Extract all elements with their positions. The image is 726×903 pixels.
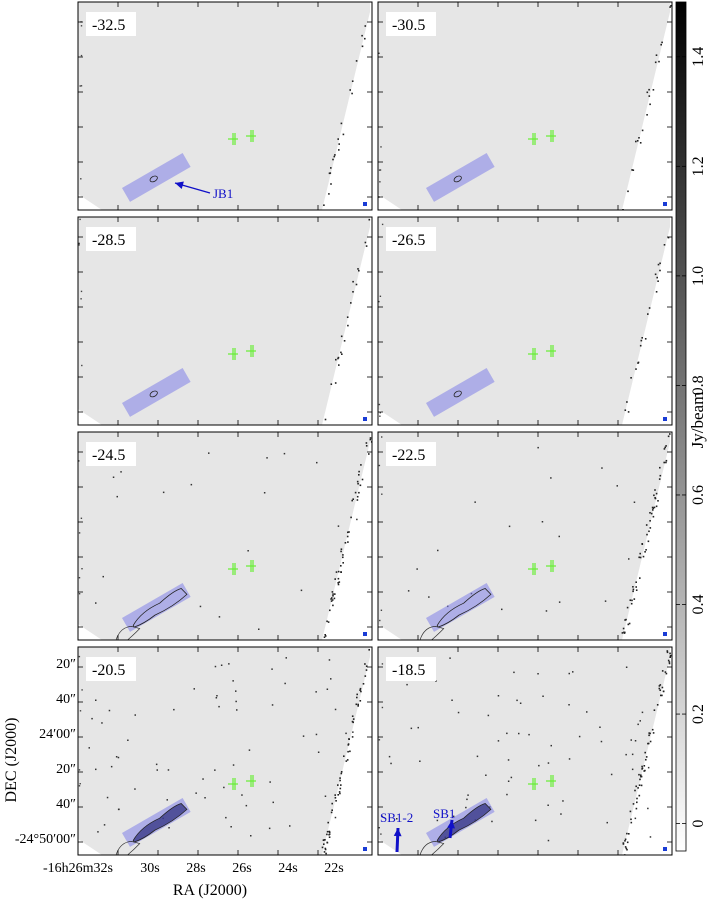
panel-frame xyxy=(77,216,373,426)
beam-marker xyxy=(363,847,367,851)
y-tick-label: 40″ xyxy=(56,797,76,812)
x-tick-label: 22s xyxy=(324,861,343,876)
colorbar-tick-label: 1.2 xyxy=(690,156,707,176)
contour xyxy=(418,626,445,640)
contour xyxy=(149,390,158,398)
panel-frame xyxy=(377,216,673,426)
panel-velocity-label: -22.5 xyxy=(392,447,425,464)
beam-marker xyxy=(663,632,667,636)
colorbar-tick-label: 0 xyxy=(690,820,707,828)
panel-velocity-label: -28.5 xyxy=(92,232,125,249)
beam-marker xyxy=(663,417,667,421)
panel-velocity-label: -18.5 xyxy=(392,662,425,679)
map-footprint xyxy=(78,432,370,640)
colorbar-tick-label: 0.6 xyxy=(690,485,707,505)
panel-frame xyxy=(377,431,673,641)
region-box xyxy=(426,368,495,417)
axes: 20″ 40″ 24′00″ 20″ 40″ -24°50′00″ -16h26m32s 30… xyxy=(3,657,344,899)
panel-frame xyxy=(77,431,373,641)
map-footprint xyxy=(78,647,370,855)
panel-frame xyxy=(77,1,373,211)
beam-marker xyxy=(663,202,667,206)
y-axis-label: DEC (J2000) xyxy=(3,718,20,803)
contour xyxy=(132,803,188,843)
channel-panel: -24.5 xyxy=(77,431,373,641)
y-tick-label: 20″ xyxy=(56,762,76,777)
beam-marker xyxy=(363,417,367,421)
panel-frame xyxy=(377,646,673,856)
y-tick-label: 40″ xyxy=(56,692,76,707)
colorbar-tick-label: 1.0 xyxy=(690,266,707,286)
y-tick-label: 24′00″ xyxy=(39,727,76,742)
channel-panel: -26.5 xyxy=(377,216,673,426)
panel-frame xyxy=(77,646,373,856)
colorbar-label: Jy/beam xyxy=(688,392,707,449)
channel-panel: -20.5 xyxy=(77,646,373,856)
x-tick-label: 26s xyxy=(232,861,251,876)
region-box xyxy=(426,583,495,632)
contour xyxy=(453,390,462,398)
contour xyxy=(436,588,492,628)
colorbar-tick-label: 1.4 xyxy=(690,47,707,67)
colorbar-tick-label: 0.8 xyxy=(690,375,707,395)
panel-velocity-label: -24.5 xyxy=(92,447,125,464)
contour xyxy=(418,841,445,855)
x-tick-label: 28s xyxy=(186,861,205,876)
map-footprint xyxy=(378,217,670,425)
contour xyxy=(453,175,462,183)
map-footprint xyxy=(78,2,370,210)
x-axis-label: RA (J2000) xyxy=(173,882,247,899)
annotation-label: SB1 xyxy=(433,806,455,821)
annotations: JB1 SB1-2 SB1 xyxy=(174,181,455,853)
colorbar-tick-label: 0.4 xyxy=(690,595,707,615)
region-box xyxy=(122,368,191,417)
y-tick-label: 20″ xyxy=(56,657,76,672)
channel-panel: -22.5 xyxy=(377,431,673,641)
panel-velocity-label: -20.5 xyxy=(92,662,125,679)
colorbar-gradient xyxy=(675,1,687,852)
y-tick-label: -24°50′00″ xyxy=(15,832,76,847)
colorbar-tick-label: 0.2 xyxy=(690,704,707,724)
region-box xyxy=(426,153,495,202)
x-tick-label: 24s xyxy=(278,861,297,876)
annotation-label: SB1-2 xyxy=(380,810,413,825)
map-footprint xyxy=(378,432,670,640)
x-tick-label: 30s xyxy=(140,861,159,876)
beam-marker xyxy=(363,202,367,206)
panel-velocity-label: -30.5 xyxy=(392,17,425,34)
beam-marker xyxy=(363,632,367,636)
map-footprint xyxy=(78,217,370,425)
x-tick-label: -16h26m32s xyxy=(43,861,113,876)
beam-marker xyxy=(663,847,667,851)
map-footprint xyxy=(378,647,670,855)
panel-grid: -32.5 -30.5 -28.5 -26.5 -24.5 -22.5 -20.5 -18.5 xyxy=(77,1,673,856)
channel-panel: -18.5 xyxy=(377,646,673,856)
panel-velocity-label: -26.5 xyxy=(392,232,425,249)
annotation-label: JB1 xyxy=(213,186,233,201)
region-box xyxy=(122,153,191,202)
channel-panel: -30.5 xyxy=(377,1,673,211)
panel-velocity-label: -32.5 xyxy=(92,17,125,34)
contour xyxy=(149,175,158,183)
channel-panel: -28.5 xyxy=(77,216,373,426)
contour xyxy=(132,588,188,628)
region-box xyxy=(122,583,191,632)
channel-panel: -32.5 xyxy=(77,1,373,211)
colorbar: 0 0.2 0.4 0.6 0.8 1.0 1.2 1.4 Jy/beam xyxy=(675,1,707,852)
map-footprint xyxy=(378,2,670,210)
panel-frame xyxy=(377,1,673,211)
